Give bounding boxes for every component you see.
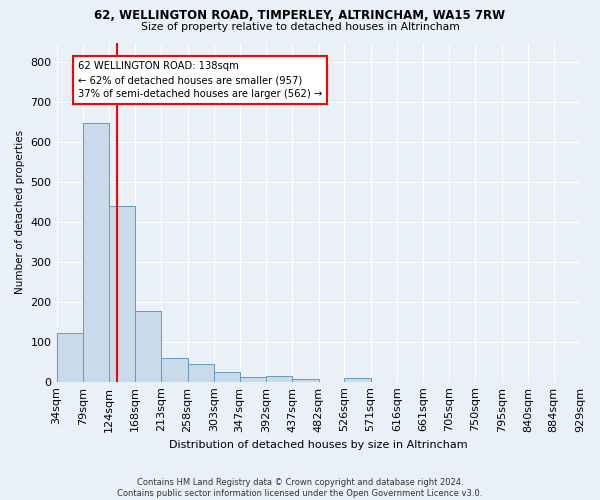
- X-axis label: Distribution of detached houses by size in Altrincham: Distribution of detached houses by size …: [169, 440, 467, 450]
- Bar: [239, 378, 266, 382]
- Bar: [135, 310, 161, 382]
- Bar: [214, 372, 239, 382]
- Y-axis label: Number of detached properties: Number of detached properties: [15, 130, 25, 294]
- Bar: [161, 358, 188, 382]
- Text: Contains HM Land Registry data © Crown copyright and database right 2024.
Contai: Contains HM Land Registry data © Crown c…: [118, 478, 482, 498]
- Bar: [56, 333, 83, 382]
- Bar: [292, 379, 319, 382]
- Bar: [344, 378, 371, 382]
- Bar: [83, 123, 109, 382]
- Bar: [109, 206, 135, 382]
- Text: 62 WELLINGTON ROAD: 138sqm
← 62% of detached houses are smaller (957)
37% of sem: 62 WELLINGTON ROAD: 138sqm ← 62% of deta…: [77, 62, 322, 100]
- Bar: [266, 376, 292, 382]
- Text: Size of property relative to detached houses in Altrincham: Size of property relative to detached ho…: [140, 22, 460, 32]
- Bar: [188, 364, 214, 382]
- Text: 62, WELLINGTON ROAD, TIMPERLEY, ALTRINCHAM, WA15 7RW: 62, WELLINGTON ROAD, TIMPERLEY, ALTRINCH…: [94, 9, 506, 22]
